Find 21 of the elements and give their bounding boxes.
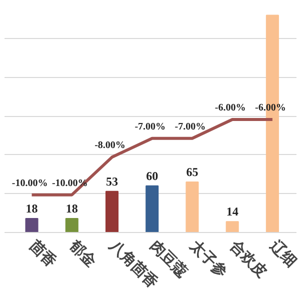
data-label: 18 (66, 202, 78, 216)
data-label: -10.00% (12, 178, 48, 189)
x-tick-label: 郁金 (66, 236, 100, 270)
data-label: 18 (26, 202, 38, 216)
bar (226, 221, 239, 232)
data-label: -8.00% (94, 140, 126, 152)
bar (65, 218, 78, 232)
data-label: 65 (186, 165, 198, 180)
data-label: 60 (146, 168, 158, 183)
x-tick-label: 辽细 (266, 236, 300, 270)
data-label: 14 (226, 204, 238, 219)
bar (146, 185, 159, 232)
bar (25, 218, 38, 232)
bar (105, 190, 119, 232)
data-label: 53 (106, 174, 118, 188)
bar (186, 182, 199, 232)
x-tick-label: 茴香 (25, 236, 60, 272)
data-label: -6.00% (214, 102, 246, 114)
data-label: -6.00% (255, 102, 286, 114)
data-label: -7.00% (174, 121, 206, 132)
data-label: -7.00% (134, 121, 166, 132)
